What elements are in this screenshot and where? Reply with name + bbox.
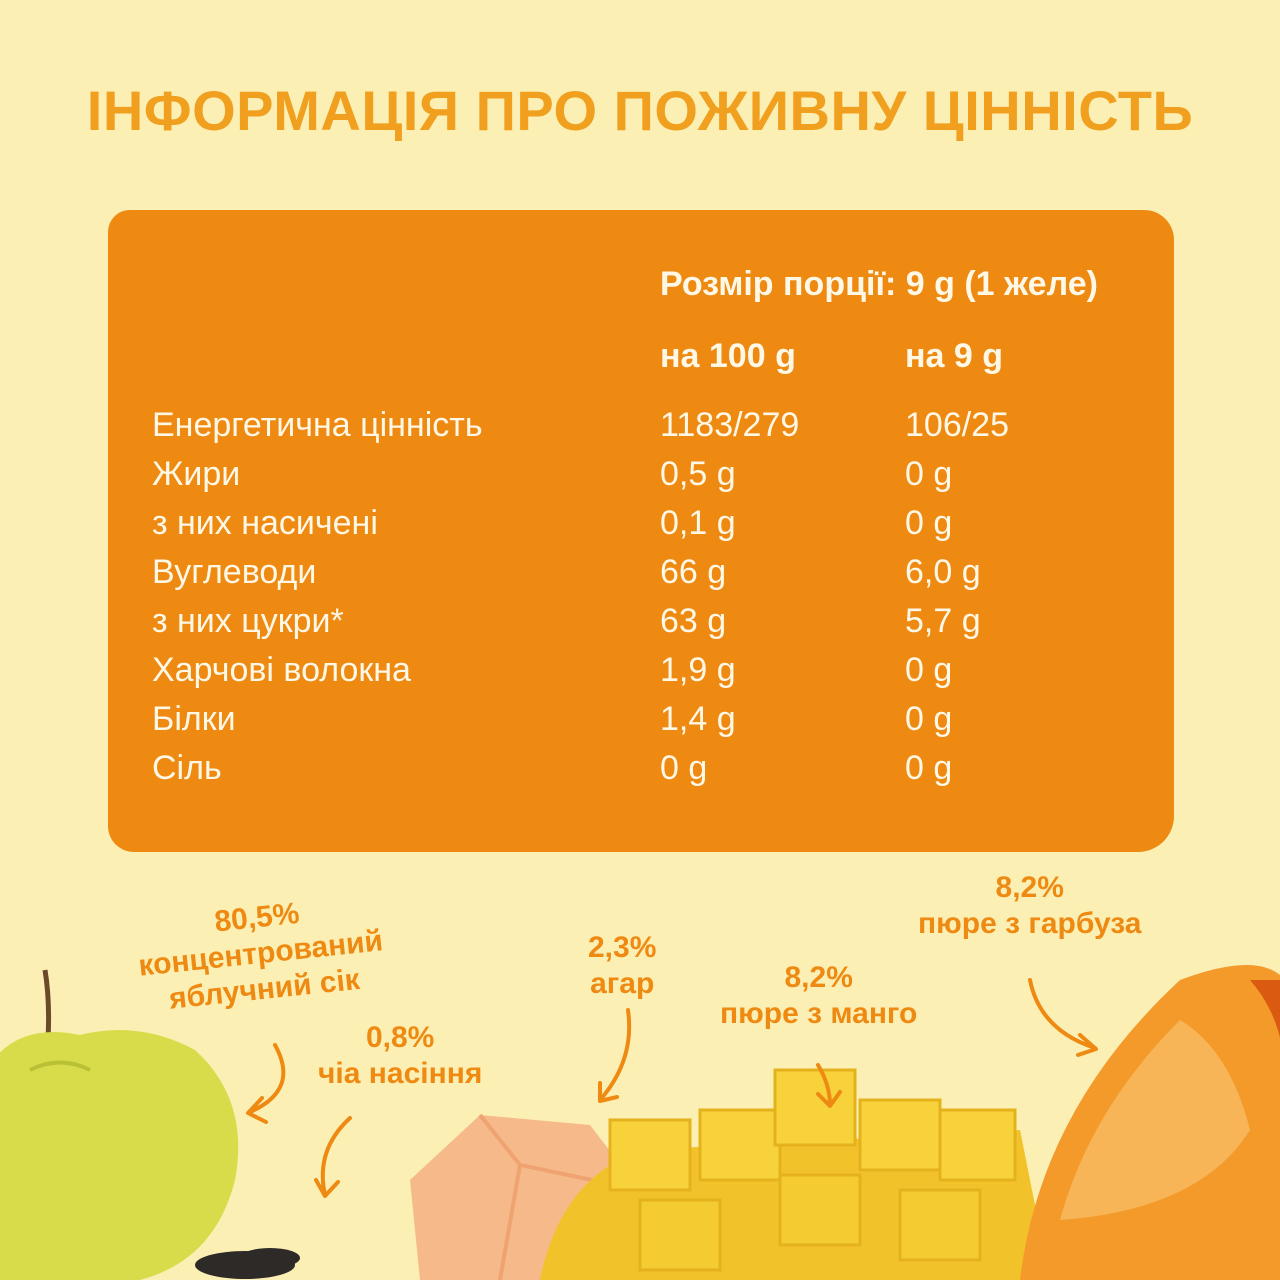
value-per-100g: 63 g xyxy=(660,602,727,640)
mango-illustration xyxy=(540,1068,1050,1280)
value-per-9g: 0 g xyxy=(905,700,953,738)
chia-seeds-illustration xyxy=(195,1248,300,1279)
column-header-9g: на 9 g xyxy=(905,337,1004,375)
column-header-100g: на 100 g xyxy=(660,337,796,375)
value-per-100g: 0,5 g xyxy=(660,455,736,493)
ingredient-name: чіа насіння xyxy=(318,1057,483,1090)
nutrition-panel: Розмір порції: 9 g (1 желе) на 100 g на … xyxy=(108,210,1174,852)
ingredients-illustration xyxy=(0,965,1280,1280)
page-title: ІНФОРМАЦІЯ ПРО ПОЖИВНУ ЦІННІСТЬ xyxy=(86,79,1194,142)
ingredient-name: пюре з гарбуза xyxy=(918,907,1142,940)
nutrition-row: Енергетична цінність 1183/279 106/25 xyxy=(108,406,1174,455)
pumpkin-illustration xyxy=(1020,965,1280,1280)
ingredient-name: агар xyxy=(590,967,655,1000)
arrow-icon xyxy=(248,1043,286,1114)
ingredient-percent: 8,2% xyxy=(784,961,853,994)
nutrient-name: з них насичені xyxy=(152,504,378,542)
value-per-100g: 0 g xyxy=(660,749,708,787)
value-per-9g: 0 g xyxy=(905,749,953,787)
nutrient-name: Сіль xyxy=(152,749,222,787)
ingredient-chia-label: 0,8% чіа насіння xyxy=(318,1020,482,1092)
arrow-icon xyxy=(246,1096,268,1124)
value-per-100g: 1,4 g xyxy=(660,700,736,738)
nutrition-row: Сіль 0 g 0 g xyxy=(108,749,1174,798)
value-per-9g: 6,0 g xyxy=(905,553,981,591)
nutrition-row: з них цукри* 63 g 5,7 g xyxy=(108,602,1174,651)
value-per-100g: 0,1 g xyxy=(660,504,736,542)
apple-illustration xyxy=(0,969,239,1280)
nutrition-row: з них насичені 0,1 g 0 g xyxy=(108,504,1174,553)
arrow-icon xyxy=(1028,978,1097,1050)
arrow-icon xyxy=(314,1178,340,1198)
arrow-icon xyxy=(598,1008,632,1102)
arrow-icon xyxy=(816,1090,842,1108)
value-per-9g: 0 g xyxy=(905,651,953,689)
nutrition-row: Харчові волокна 1,9 g 0 g xyxy=(108,651,1174,700)
value-per-9g: 5,7 g xyxy=(905,602,981,640)
value-per-100g: 66 g xyxy=(660,553,727,591)
nutrient-name: з них цукри* xyxy=(152,602,344,640)
ingredient-agar-label: 2,3% агар xyxy=(588,930,656,1002)
nutrition-row: Жири 0,5 g 0 g xyxy=(108,455,1174,504)
ingredient-pumpkin-label: 8,2% пюре з гарбуза xyxy=(918,870,1141,942)
value-per-9g: 0 g xyxy=(905,504,953,542)
arrow-icon xyxy=(816,1063,832,1107)
nutrient-name: Енергетична цінність xyxy=(152,406,483,444)
arrow-icon xyxy=(1076,1033,1098,1057)
arrow-icon xyxy=(320,1116,352,1197)
nutrient-name: Харчові волокна xyxy=(152,651,411,689)
value-per-9g: 106/25 xyxy=(905,406,1009,444)
nutrition-row: Вуглеводи 66 g 6,0 g xyxy=(108,553,1174,602)
value-per-100g: 1,9 g xyxy=(660,651,736,689)
ingredient-mango-label: 8,2% пюре з манго xyxy=(720,960,917,1032)
nutrition-row: Білки 1,4 g 0 g xyxy=(108,700,1174,749)
ingredient-percent: 8,2% xyxy=(995,871,1064,904)
value-per-9g: 0 g xyxy=(905,455,953,493)
ingredient-percent: 2,3% xyxy=(588,931,657,964)
nutrient-name: Білки xyxy=(152,700,236,738)
arrow-icon xyxy=(598,1081,619,1103)
value-per-100g: 1183/279 xyxy=(660,406,800,444)
nutrient-name: Вуглеводи xyxy=(152,553,317,591)
ingredient-percent: 0,8% xyxy=(365,1021,435,1054)
serving-size: Розмір порції: 9 g (1 желе) xyxy=(660,265,1098,303)
nutrient-name: Жири xyxy=(152,455,241,493)
ingredient-name: пюре з манго xyxy=(720,997,918,1030)
